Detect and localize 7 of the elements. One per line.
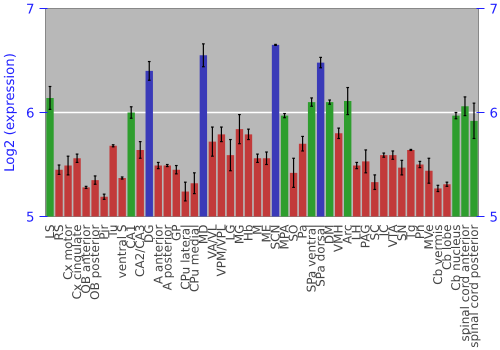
y2-tick-label: 6 — [490, 106, 498, 122]
y2-tick-label: 7 — [490, 2, 498, 18]
y-tick-label: 6 — [26, 106, 35, 122]
y-tick-label: 7 — [26, 2, 35, 18]
y-tick-label: 5 — [26, 210, 35, 226]
y2-tick-label: 5 — [490, 210, 498, 226]
y-axis-title: Log2 (expression) — [3, 53, 18, 172]
